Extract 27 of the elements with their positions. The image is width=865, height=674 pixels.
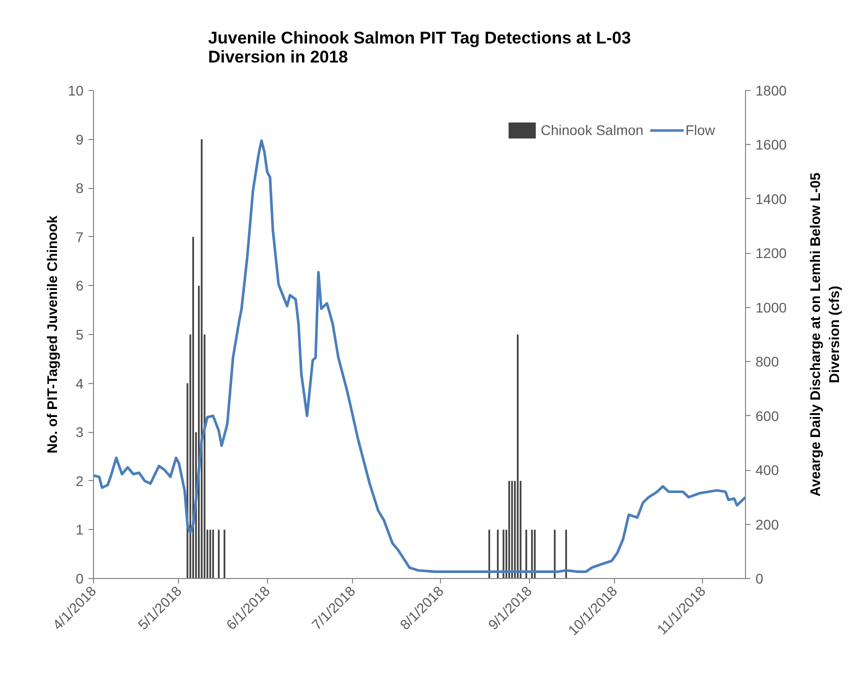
y2-tick-label: 600 bbox=[756, 408, 780, 424]
y2-tick-label: 400 bbox=[756, 462, 780, 478]
y2-tick-label: 0 bbox=[756, 570, 764, 586]
y-tick-label: 5 bbox=[76, 326, 84, 342]
y-tick-label: 0 bbox=[76, 570, 84, 586]
y-tick-label: 9 bbox=[76, 131, 84, 148]
y2-tick-label: 1800 bbox=[756, 82, 787, 98]
chart-title: Juvenile Chinook Salmon PIT Tag Detections at L-03 Diversion in 2018 bbox=[208, 28, 631, 66]
line-series bbox=[94, 139, 746, 574]
y-tick-label: 4 bbox=[76, 375, 84, 392]
y-axis-title: No. of PIT-Tagged Juvenile Chinook bbox=[44, 215, 60, 454]
y2-tick-label: 1200 bbox=[756, 245, 787, 262]
y-tick-label: 1 bbox=[76, 522, 84, 538]
y-tick-label: 10 bbox=[68, 82, 84, 98]
y2-tick-label: 800 bbox=[756, 354, 780, 370]
y2-axis-title: Avearge Daily Discharge at on Lemhi Below L-05 Diversion (cfs) bbox=[806, 172, 842, 496]
y-tick-label: 2 bbox=[76, 472, 84, 489]
y-tick-label: 7 bbox=[76, 228, 84, 245]
legend-label: Flow bbox=[685, 122, 715, 138]
y-tick-label: 8 bbox=[76, 180, 84, 196]
y2-tick-label: 1600 bbox=[756, 136, 787, 153]
y2-tick-label: 1400 bbox=[756, 190, 787, 207]
y-tick-label: 3 bbox=[76, 424, 84, 440]
y-tick-label: 6 bbox=[76, 278, 84, 294]
y2-tick-label: 200 bbox=[756, 516, 780, 532]
legend-label: Chinook Salmon bbox=[540, 122, 644, 138]
y2-tick-label: 1000 bbox=[756, 299, 787, 316]
